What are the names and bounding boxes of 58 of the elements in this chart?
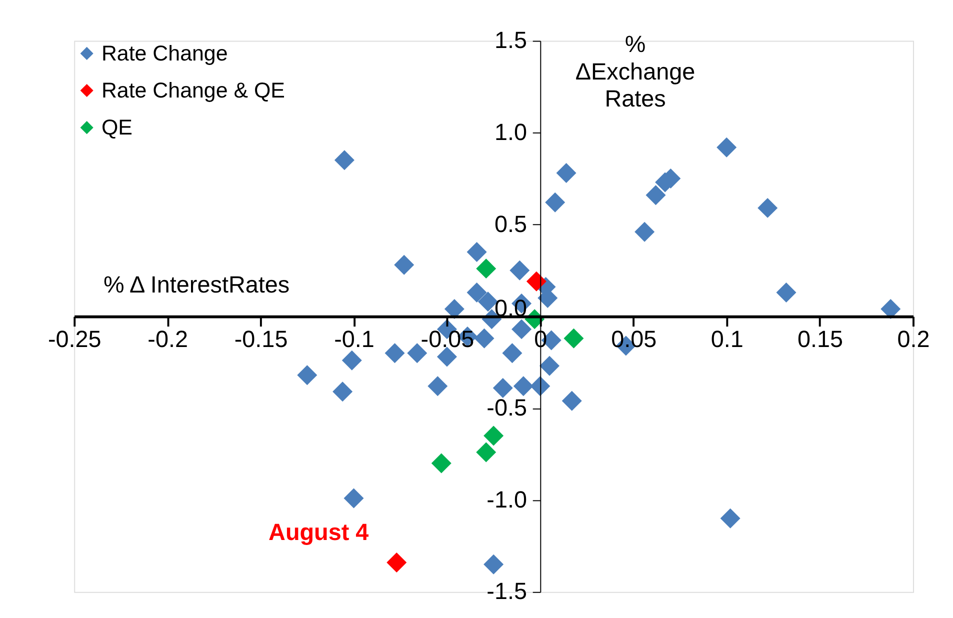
x-axis-title: % Δ InterestRates: [104, 271, 290, 298]
point: [474, 328, 494, 348]
point: [545, 192, 566, 212]
point: [502, 343, 522, 364]
point: [428, 376, 448, 396]
point: [540, 356, 560, 376]
y-tick-label: 0.5: [494, 210, 528, 237]
y-axis-title: % ΔExchange Rates: [575, 30, 696, 112]
point: [513, 376, 534, 396]
point: [530, 376, 550, 396]
point: [297, 365, 318, 386]
point: [510, 260, 530, 280]
point: [492, 378, 513, 398]
point: [394, 254, 414, 275]
point: [476, 442, 496, 462]
x-tick-label: -0.2: [148, 326, 188, 352]
point: [344, 488, 364, 508]
point: [720, 508, 740, 528]
x-tick-label: -0.25: [48, 326, 102, 352]
point: [384, 343, 405, 364]
x-tick-label: -0.15: [234, 326, 288, 352]
annotation: August 4: [268, 519, 369, 546]
point: [466, 242, 487, 262]
x-tick-label: 0.1: [710, 326, 744, 352]
point: [556, 163, 576, 184]
legend-label: QE: [101, 115, 132, 140]
x-tick-label: 0.2: [897, 326, 930, 352]
y-tick-label: 1.5: [494, 27, 528, 54]
point: [562, 390, 582, 411]
point: [526, 271, 546, 292]
y-tick-label: -0.5: [486, 394, 528, 420]
legend-label: Rate Change & QE: [101, 78, 285, 102]
point: [484, 554, 504, 574]
y-tick-label: -1.0: [486, 486, 528, 512]
point: [431, 453, 452, 474]
point: [444, 298, 464, 319]
point: [334, 150, 354, 170]
point: [332, 382, 353, 402]
point: [634, 222, 655, 242]
point: [716, 137, 737, 158]
point: [512, 319, 532, 340]
y-tick-label: 1.0: [494, 118, 528, 145]
point: [484, 426, 504, 446]
x-tick-label: 0.05: [611, 326, 657, 352]
point: [436, 346, 457, 367]
point: [880, 298, 901, 319]
point: [342, 350, 362, 370]
point: [476, 258, 496, 279]
point: [386, 552, 407, 572]
x-tick-label: 0.15: [798, 326, 844, 352]
point: [776, 282, 796, 302]
x-tick-label: -0.1: [334, 326, 374, 352]
point: [758, 198, 778, 218]
point: [466, 282, 487, 302]
legend-label: Rate Change: [101, 41, 228, 66]
point: [646, 185, 666, 206]
y-tick-label: -1.5: [486, 578, 528, 604]
point: [564, 328, 584, 348]
